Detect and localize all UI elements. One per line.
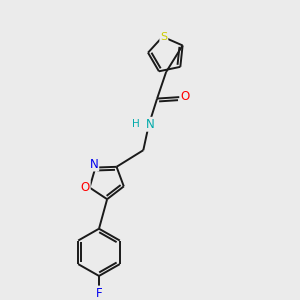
Text: H: H	[132, 119, 140, 129]
Text: S: S	[160, 32, 167, 42]
Text: F: F	[96, 286, 102, 300]
Text: N: N	[89, 158, 98, 170]
Text: N: N	[146, 118, 154, 131]
Text: O: O	[80, 181, 90, 194]
Text: O: O	[180, 90, 190, 103]
